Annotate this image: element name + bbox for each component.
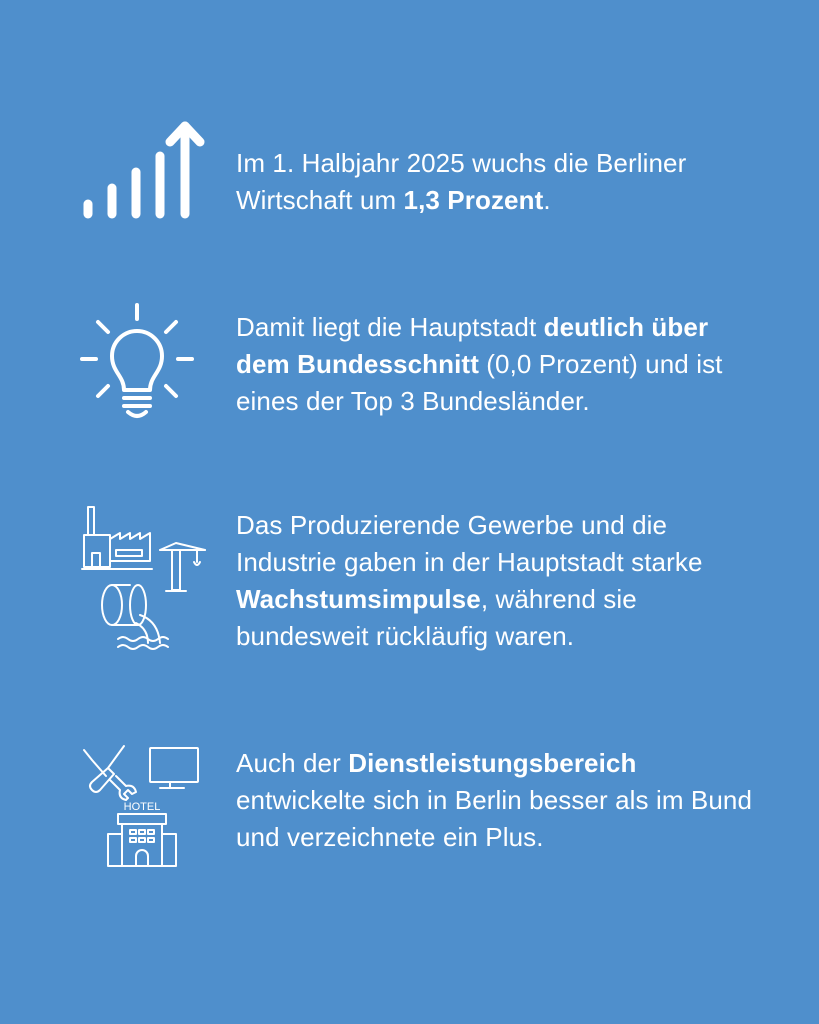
hotel-sign: HOTEL	[124, 801, 161, 813]
text-block-services: Auch der Dienstleistungsbereich entwicke…	[236, 748, 753, 852]
hotel-icon	[107, 813, 177, 867]
text-block-comparison: Damit liegt die Hauptstadt deutlich über…	[236, 312, 723, 416]
factory-icon	[81, 506, 153, 570]
pipe-outflow-icon	[101, 584, 169, 650]
industry-icons	[80, 505, 210, 658]
tools-icon	[83, 745, 137, 801]
growth-bars-arrow-icon	[78, 118, 210, 227]
text-block-growth: Im 1. Halbjahr 2025 wuchs die Berliner W…	[236, 148, 687, 215]
crane-icon	[159, 542, 206, 592]
text-block-industry: Das Produzierende Gewerbe und die Indust…	[236, 510, 703, 651]
services-icons: HOTEL	[80, 742, 205, 872]
lightbulb-icon	[80, 302, 195, 429]
monitor-icon	[149, 747, 199, 789]
